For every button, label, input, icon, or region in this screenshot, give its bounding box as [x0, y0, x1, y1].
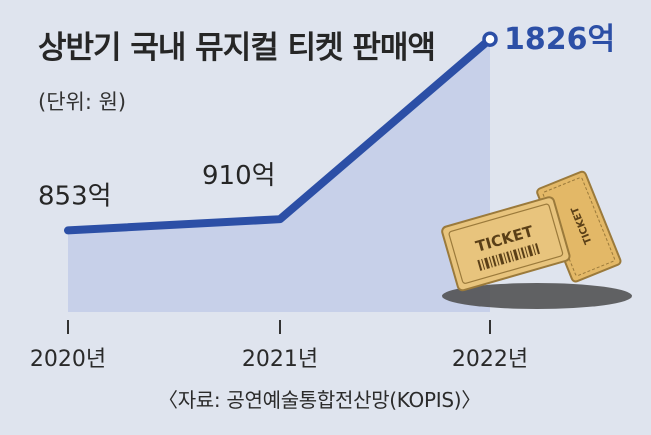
x-tick-label-0: 2020년 [30, 347, 106, 372]
series-area [68, 39, 490, 312]
x-tick-label-2: 2022년 [452, 347, 528, 372]
x-tick-label-1: 2021년 [242, 347, 318, 372]
data-point-2022 [482, 31, 498, 47]
source-note: 〈자료: 공연예술통합전산망(KOPIS)〉 [158, 388, 481, 412]
data-label-2: 1826억 [504, 22, 615, 57]
ticket-main: TICKET [441, 196, 571, 292]
data-points [482, 31, 498, 47]
series-line [64, 35, 494, 235]
unit-label: (단위: 원) [38, 90, 127, 114]
x-axis: 2020년 2021년 2022년 [30, 320, 528, 372]
data-labels: 853억 910억 1826억 [38, 22, 615, 211]
ticket-shadow [442, 283, 632, 309]
data-label-1: 910억 [202, 161, 276, 191]
barcode-icon [477, 243, 540, 271]
chart-title: 상반기 국내 뮤지컬 티켓 판매액 [38, 30, 436, 66]
ticket-illustration: TICKET TICKET [441, 170, 632, 309]
data-label-0: 853억 [38, 181, 112, 211]
